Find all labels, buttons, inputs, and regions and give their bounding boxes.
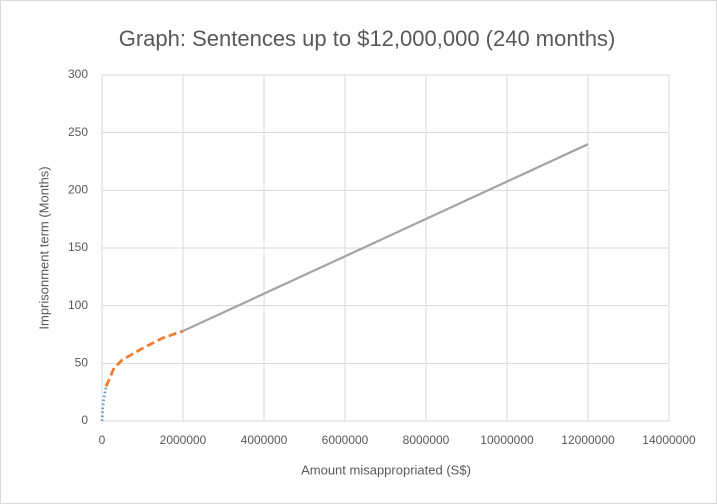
y-tick-label: 50	[75, 356, 89, 370]
y-tick-label: 200	[68, 183, 88, 197]
chart-title: Graph: Sentences up to $12,000,000 (240 …	[119, 26, 616, 51]
x-tick-label: 2000000	[160, 433, 207, 447]
y-axis-label: Imprisonment term (Months)	[36, 166, 51, 329]
series-line	[100, 386, 108, 422]
y-tick-label: 300	[68, 67, 88, 81]
x-tick-label: 14000000	[642, 433, 696, 447]
x-axis-label: Amount misappropriated (S$)	[301, 462, 471, 477]
x-tick-label: 8000000	[403, 433, 450, 447]
x-tick-label: 12000000	[561, 433, 615, 447]
y-tick-label: 0	[81, 413, 88, 427]
series-line	[182, 143, 589, 333]
y-tick-label: 250	[68, 125, 88, 139]
x-tick-label: 10000000	[480, 433, 534, 447]
x-tick-label: 6000000	[322, 433, 369, 447]
series-line	[104, 329, 184, 387]
x-tick-label: 4000000	[241, 433, 288, 447]
x-tick-label: 0	[99, 433, 106, 447]
y-tick-label: 150	[68, 240, 88, 254]
y-tick-label: 100	[68, 298, 88, 312]
